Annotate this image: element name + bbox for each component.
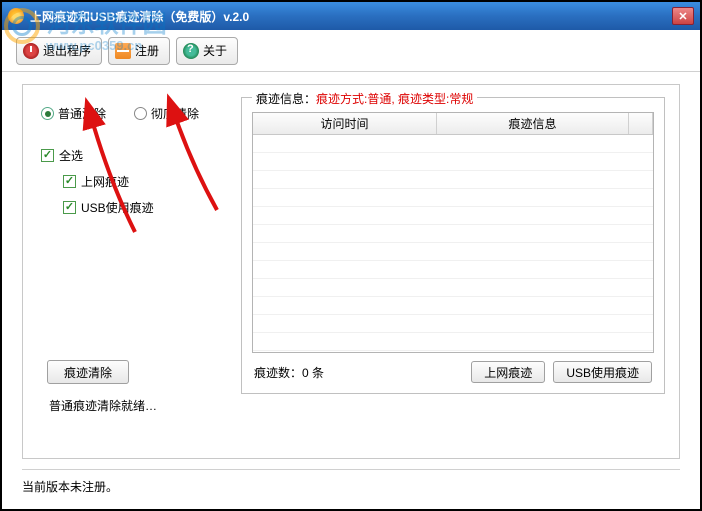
radio-icon xyxy=(134,107,147,120)
app-icon xyxy=(8,8,24,24)
table-row xyxy=(253,171,653,189)
radio-icon xyxy=(41,107,54,120)
table-body[interactable] xyxy=(253,135,653,352)
check-usb-trace[interactable]: USB使用痕迹 xyxy=(63,199,221,216)
exit-button[interactable]: 退出程序 xyxy=(16,37,102,65)
trace-table: 访问时间 痕迹信息 xyxy=(252,112,654,353)
col-trace[interactable]: 痕迹信息 xyxy=(437,113,629,134)
select-all-label: 全选 xyxy=(59,147,83,164)
web-trace-button[interactable]: 上网痕迹 xyxy=(471,361,545,383)
table-row xyxy=(253,297,653,315)
mode-radio-group: 普通清除 彻底清除 xyxy=(41,105,199,122)
exit-label: 退出程序 xyxy=(43,42,91,59)
info-header: 痕迹信息：痕迹方式:普通, 痕迹类型:常规 xyxy=(252,90,477,107)
usb-trace-label: USB使用痕迹 xyxy=(81,199,154,216)
info-header-label: 痕迹信息： xyxy=(256,92,316,106)
table-row xyxy=(253,243,653,261)
table-row xyxy=(253,333,653,351)
radio-normal-clean[interactable]: 普通清除 xyxy=(41,105,106,122)
table-row xyxy=(253,207,653,225)
count-row: 痕迹数：0 条 上网痕迹 USB使用痕迹 xyxy=(254,361,652,383)
checkbox-icon xyxy=(63,175,76,188)
table-row xyxy=(253,261,653,279)
status-text: 普通痕迹清除就绪… xyxy=(49,397,157,414)
exit-icon xyxy=(23,43,39,59)
check-web-trace[interactable]: 上网痕迹 xyxy=(63,173,221,190)
table-row xyxy=(253,315,653,333)
radio-deep-label: 彻底清除 xyxy=(151,105,199,122)
register-icon xyxy=(115,43,131,59)
info-header-value: 痕迹方式:普通, 痕迹类型:常规 xyxy=(316,92,473,106)
about-icon xyxy=(183,43,199,59)
col-time[interactable]: 访问时间 xyxy=(253,113,437,134)
info-panel: 痕迹信息：痕迹方式:普通, 痕迹类型:常规 访问时间 痕迹信息 xyxy=(241,97,665,394)
radio-deep-clean[interactable]: 彻底清除 xyxy=(134,105,199,122)
radio-normal-label: 普通清除 xyxy=(58,105,106,122)
usb-trace-button[interactable]: USB使用痕迹 xyxy=(553,361,652,383)
checkbox-icon xyxy=(63,201,76,214)
window-title: 上网痕迹和USB痕迹清除（免费版）v.2.0 xyxy=(30,8,672,25)
clear-traces-button[interactable]: 痕迹清除 xyxy=(47,360,129,384)
registration-status: 当前版本未注册。 xyxy=(22,480,118,494)
checkbox-icon xyxy=(41,149,54,162)
col-spacer xyxy=(629,113,653,134)
main-panel: 普通清除 彻底清除 全选 上网痕迹 USB使用痕迹 痕迹信息：痕迹方式:普通, … xyxy=(22,84,680,459)
table-row xyxy=(253,153,653,171)
table-row xyxy=(253,225,653,243)
table-header: 访问时间 痕迹信息 xyxy=(253,113,653,135)
table-row xyxy=(253,351,653,352)
about-button[interactable]: 关于 xyxy=(176,37,238,65)
about-label: 关于 xyxy=(203,42,227,59)
table-row xyxy=(253,135,653,153)
footer-status: 当前版本未注册。 xyxy=(22,469,680,495)
count-value: 0 条 xyxy=(302,366,324,380)
titlebar: 上网痕迹和USB痕迹清除（免费版）v.2.0 ✕ xyxy=(2,2,700,30)
register-label: 注册 xyxy=(135,42,159,59)
table-row xyxy=(253,189,653,207)
check-select-all[interactable]: 全选 xyxy=(41,147,221,164)
count-text: 痕迹数：0 条 xyxy=(254,364,463,381)
count-label: 痕迹数： xyxy=(254,366,302,380)
table-row xyxy=(253,279,653,297)
web-trace-label: 上网痕迹 xyxy=(81,173,129,190)
register-button[interactable]: 注册 xyxy=(108,37,170,65)
close-button[interactable]: ✕ xyxy=(672,7,694,25)
trace-tree: 全选 上网痕迹 USB使用痕迹 xyxy=(41,147,221,225)
toolbar: 退出程序 注册 关于 xyxy=(2,30,700,72)
